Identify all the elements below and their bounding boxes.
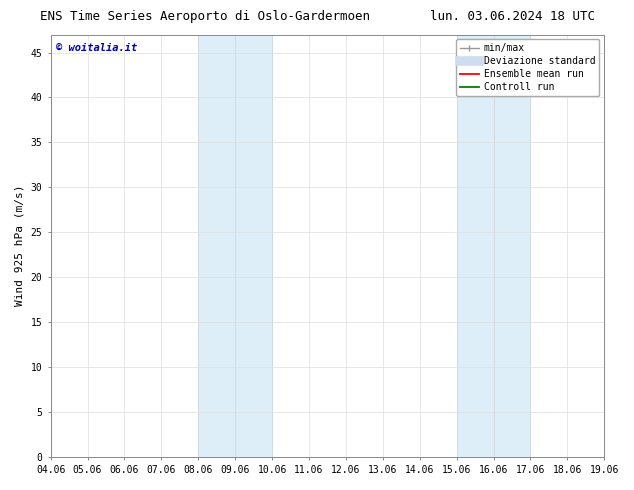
Y-axis label: Wind 925 hPa (m/s): Wind 925 hPa (m/s) — [15, 185, 25, 306]
Text: © woitalia.it: © woitalia.it — [56, 43, 138, 53]
Legend: min/max, Deviazione standard, Ensemble mean run, Controll run: min/max, Deviazione standard, Ensemble m… — [456, 40, 600, 96]
Bar — [456, 35, 531, 457]
Bar — [198, 35, 272, 457]
Text: ENS Time Series Aeroporto di Oslo-Gardermoen        lun. 03.06.2024 18 UTC: ENS Time Series Aeroporto di Oslo-Garder… — [39, 10, 595, 23]
